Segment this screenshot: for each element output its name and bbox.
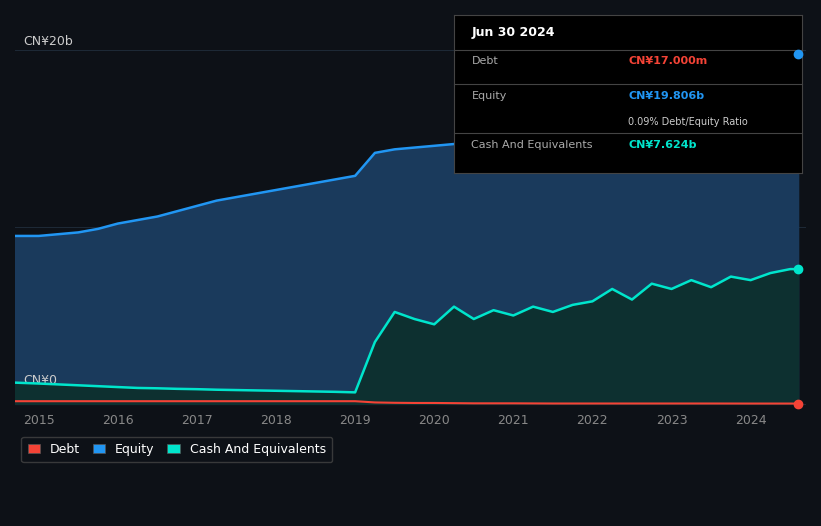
Legend: Debt, Equity, Cash And Equivalents: Debt, Equity, Cash And Equivalents (21, 437, 332, 462)
Text: CN¥0: CN¥0 (23, 375, 57, 388)
Text: CN¥20b: CN¥20b (23, 35, 73, 48)
